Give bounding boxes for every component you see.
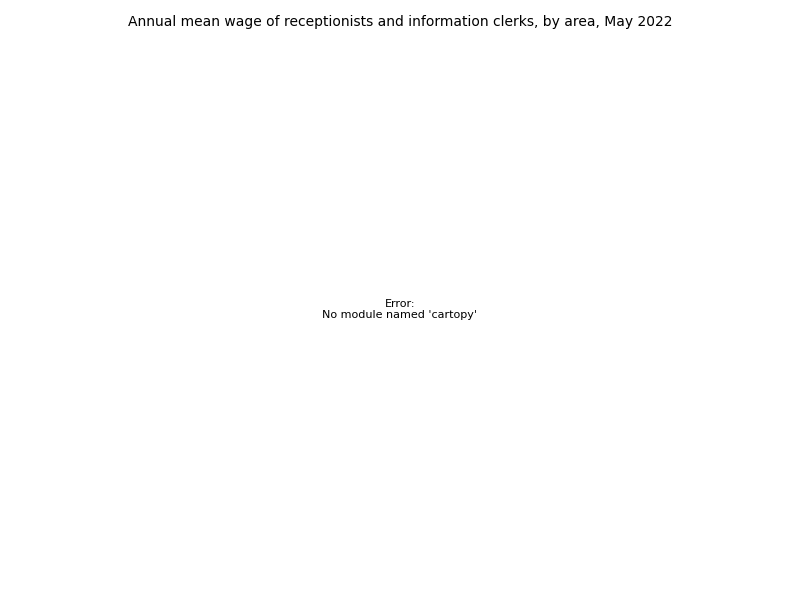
- Title: Annual mean wage of receptionists and information clerks, by area, May 2022: Annual mean wage of receptionists and in…: [128, 15, 672, 29]
- Text: Error:
No module named 'cartopy': Error: No module named 'cartopy': [322, 299, 478, 320]
